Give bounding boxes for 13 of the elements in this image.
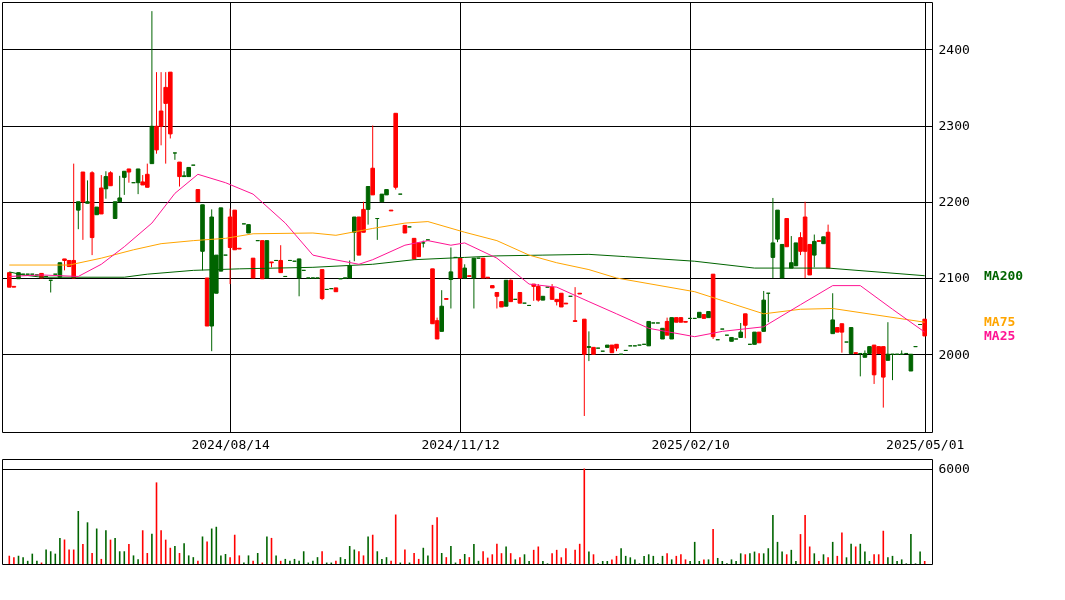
text: MA75 [984,314,1016,330]
x-tick-label: 2024/11/12 [421,436,500,452]
y-tick-label: 2000 [938,346,970,362]
x-tick-label: 2025/05/01 [886,436,965,452]
x-tick-label: 2024/08/14 [191,436,270,452]
y-tick-label: 2100 [938,270,970,286]
text: MA200 [984,267,1024,283]
y-tick-label: 2400 [938,41,970,57]
x-tick-label: 2025/02/10 [651,436,730,452]
y-tick-label: 2300 [938,118,970,134]
y-tick-label: 6000 [938,461,970,477]
text: MA25 [984,328,1016,344]
y-tick-label: 2200 [938,194,970,210]
